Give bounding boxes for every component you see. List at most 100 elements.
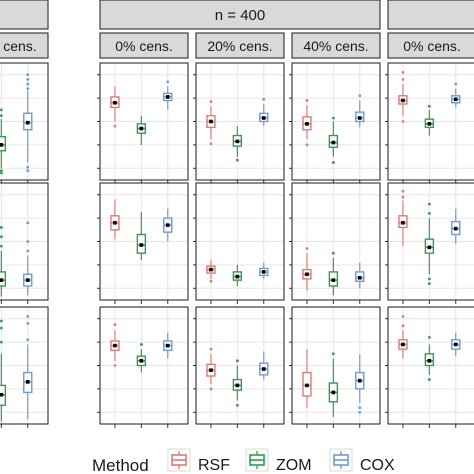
mean-marker — [235, 274, 240, 279]
outlier-point — [26, 77, 30, 81]
column-strip-bg — [99, 32, 189, 59]
panel-border — [195, 306, 285, 425]
mean-marker — [261, 116, 266, 120]
outlier-point — [26, 73, 30, 77]
facet-panel — [193, 182, 285, 304]
outlier-point — [401, 195, 405, 199]
outlier-point — [331, 352, 335, 356]
panel-border — [0, 62, 49, 181]
mean-marker — [331, 390, 336, 395]
facet-panel — [385, 182, 474, 304]
box-cox — [163, 80, 173, 110]
box-zom — [232, 264, 243, 286]
mean-marker — [427, 359, 432, 363]
outlier-point — [401, 70, 405, 74]
box-rsf — [302, 247, 312, 291]
box-zom — [232, 126, 243, 162]
outlier-point — [401, 77, 405, 81]
column-strip: 20% cens. — [195, 32, 285, 59]
mean-marker — [113, 343, 117, 348]
box-zom — [136, 115, 147, 145]
column-strip: 40% cens. — [0, 32, 49, 59]
legend-item-rsf: RSF — [167, 448, 230, 474]
outlier-point — [0, 326, 3, 330]
outlier-point — [305, 247, 309, 250]
mean-marker — [209, 267, 213, 272]
panel-border — [99, 306, 189, 425]
outlier-point — [358, 406, 362, 410]
box-rsf — [206, 260, 216, 283]
mean-marker — [331, 140, 336, 145]
box-zom — [0, 226, 7, 297]
outlier-point — [209, 347, 213, 351]
mean-marker — [0, 278, 4, 282]
outlier-point — [305, 143, 309, 147]
outlier-point — [358, 94, 362, 98]
outlier-point — [166, 80, 170, 84]
box-cox — [451, 332, 461, 357]
top-strip-bg — [99, 0, 381, 30]
mean-marker — [261, 270, 266, 274]
outlier-point — [26, 82, 30, 86]
outlier-point — [427, 282, 431, 286]
outlier-point — [305, 99, 309, 102]
box-zom — [0, 319, 7, 422]
outlier-point — [26, 338, 30, 342]
column-strip-label: 40% cens. — [303, 38, 368, 54]
mean-marker — [165, 95, 170, 99]
mean-marker — [139, 359, 144, 363]
outlier-point — [0, 171, 3, 175]
outlier-point — [358, 410, 362, 414]
mean-marker — [357, 275, 362, 280]
mean-marker — [305, 122, 309, 126]
box-cox — [355, 262, 365, 289]
outlier-point — [262, 97, 266, 101]
column-strip-label: 20% cens. — [207, 38, 272, 54]
mean-marker — [25, 278, 30, 282]
box-zom — [136, 343, 147, 373]
box-zom — [424, 202, 435, 286]
column-strip-label: 0% cens. — [115, 38, 173, 54]
facet-panel — [0, 62, 49, 184]
outlier-point — [401, 324, 405, 328]
outlier-point — [26, 249, 30, 253]
mean-marker — [0, 392, 4, 397]
box-cox — [259, 97, 269, 127]
mean-marker — [113, 100, 117, 105]
panel-border — [387, 306, 474, 425]
box-rsf — [398, 189, 408, 247]
box-rsf — [110, 86, 120, 128]
facet-panel — [97, 182, 189, 304]
top-strip-label: n = 400 — [215, 7, 265, 24]
outlier-point — [0, 235, 3, 239]
outlier-point — [209, 387, 213, 391]
facet-panel — [97, 62, 189, 184]
outlier-point — [26, 321, 30, 325]
box-rsf — [206, 347, 216, 391]
outlier-point — [0, 340, 3, 344]
top-strip-bg — [387, 0, 474, 30]
mean-marker — [427, 122, 432, 126]
facet-panel — [289, 62, 381, 184]
box-zom — [328, 251, 339, 296]
mean-marker — [113, 220, 117, 225]
panel-border — [291, 182, 381, 301]
facet-panel — [193, 306, 285, 428]
box-rsf — [398, 70, 408, 123]
panel-border — [291, 306, 381, 425]
outlier-point — [401, 189, 405, 193]
outlier-point — [26, 240, 30, 243]
outlier-point — [401, 314, 405, 318]
legend-item-zom: ZOM — [245, 448, 312, 474]
facet-panel — [385, 306, 474, 428]
mean-marker — [331, 278, 336, 282]
box-cox — [355, 353, 365, 414]
box-rsf — [110, 323, 120, 367]
box-zom — [232, 359, 243, 407]
mean-marker — [165, 343, 170, 348]
mean-marker — [165, 223, 170, 227]
column-strip: 0% cens. — [387, 32, 474, 59]
legend-label: RSF — [198, 457, 230, 474]
box-rsf — [302, 99, 312, 147]
